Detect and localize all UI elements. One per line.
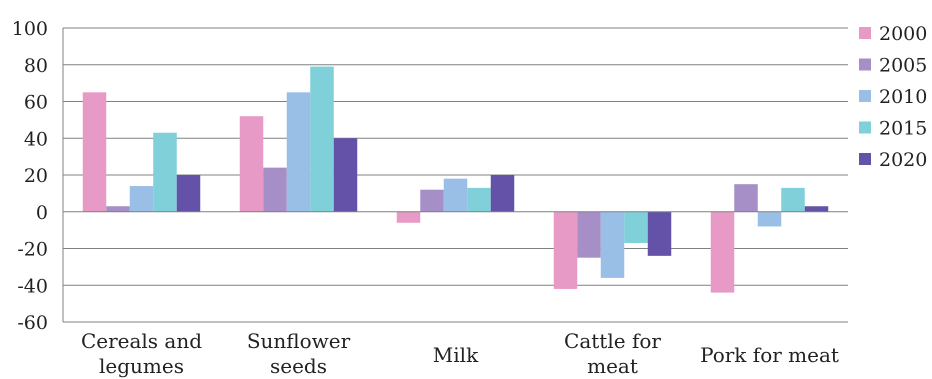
axes (62, 28, 848, 322)
bar-2010-4 (757, 211, 782, 227)
category-label: meat (587, 354, 638, 378)
category-label: Sunflower (247, 329, 351, 353)
legend-label-2005: 2005 (879, 55, 927, 77)
bar-2005-1 (263, 167, 287, 212)
bar-2010-0 (129, 186, 154, 212)
bar-2015-2 (467, 187, 491, 212)
bar-2005-3 (577, 211, 601, 258)
legend-swatch-2010 (859, 90, 871, 102)
bar-2020-2 (490, 175, 515, 212)
legend: 2000 2005 2010 2015 2020 (859, 23, 927, 171)
category-label: seeds (270, 354, 327, 378)
y-tick-label: 40 (24, 128, 48, 150)
legend-swatch-2005 (859, 58, 871, 71)
bar-2015-1 (310, 66, 334, 212)
bar-2005-2 (420, 189, 444, 212)
bar-2005-0 (106, 206, 130, 212)
bar-2000-1 (239, 116, 264, 212)
y-tick-label: 0 (36, 202, 48, 224)
legend-swatch-2015 (859, 121, 871, 134)
y-tick-labels: 100 80 60 40 20 0 -20 -40 -60 (12, 18, 48, 334)
bar-2000-2 (396, 211, 421, 223)
bars (82, 66, 829, 293)
bar-2005-4 (734, 184, 758, 212)
bar-2020-1 (333, 138, 358, 212)
y-tick-label: 20 (24, 165, 48, 187)
bar-2015-3 (624, 211, 648, 243)
category-label: Cattle for (564, 329, 661, 353)
bar-2020-3 (647, 211, 672, 256)
legend-label-2000: 2000 (879, 23, 927, 45)
category-label: Cereals and (81, 329, 202, 353)
bar-2020-0 (176, 175, 201, 212)
bar-2010-1 (286, 92, 311, 212)
bar-2000-0 (82, 92, 107, 212)
bar-2015-4 (781, 187, 805, 212)
y-tick-label: 100 (12, 18, 48, 40)
bar-2015-0 (153, 132, 177, 212)
bar-2010-2 (443, 178, 468, 212)
y-tick-label: 80 (24, 55, 48, 77)
y-tick-label: 60 (24, 92, 48, 114)
y-tick-label: -20 (17, 239, 48, 261)
category-label: legumes (99, 354, 184, 378)
legend-label-2015: 2015 (879, 118, 927, 140)
legend-swatch-2000 (859, 27, 871, 39)
legend-label-2020: 2020 (879, 149, 927, 171)
y-tick-label: -60 (17, 312, 48, 334)
category-label: Pork for meat (700, 343, 839, 367)
y-tick-label: -40 (17, 275, 48, 297)
bar-2010-3 (600, 211, 625, 278)
bar-2020-4 (804, 206, 829, 212)
category-label: Milk (433, 343, 479, 367)
bar-2000-3 (553, 211, 578, 289)
legend-label-2010: 2010 (879, 86, 927, 108)
bar-2000-4 (710, 211, 735, 293)
legend-swatch-2020 (859, 153, 871, 165)
